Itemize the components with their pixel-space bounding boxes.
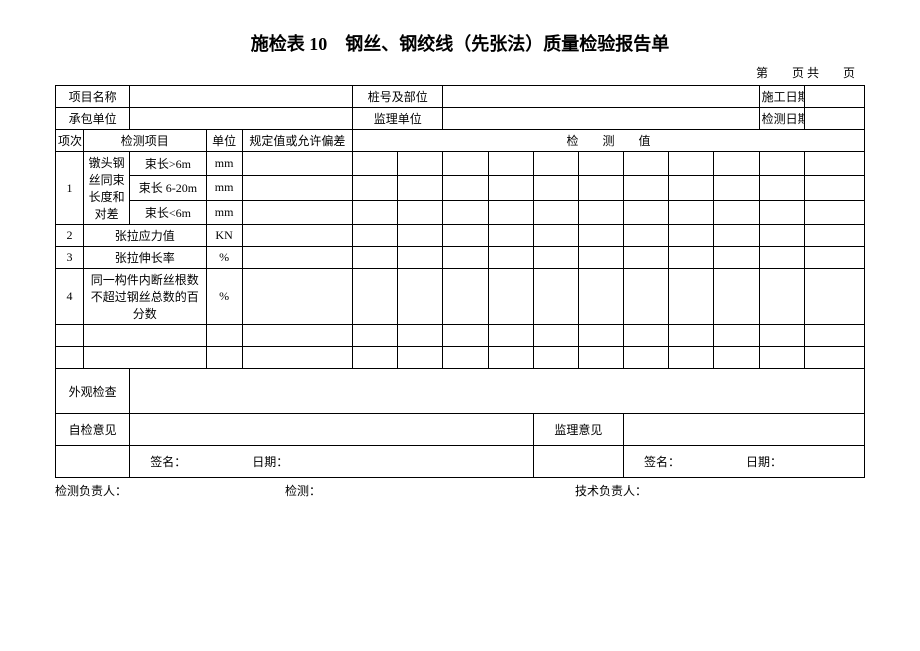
r2-seq: 2 [56, 225, 84, 247]
supervisor-value [443, 108, 759, 130]
r1-unit3: mm [206, 200, 242, 224]
sign-label-2: 签名： [644, 455, 674, 469]
r1-unit1: mm [206, 152, 242, 176]
r1-sub1: 束长>6m [130, 152, 206, 176]
r1-spec1 [242, 152, 352, 176]
r3-item: 张拉伸长率 [84, 247, 206, 269]
footer-2: 检测： [285, 482, 575, 499]
contractor-label: 承包单位 [56, 108, 130, 130]
r1-seq: 1 [56, 152, 84, 225]
r4-unit: % [206, 269, 242, 325]
pileno-value [443, 86, 759, 108]
construct-date-value [804, 86, 864, 108]
sup-opinion-label: 监理意见 [533, 414, 623, 446]
project-name-value [130, 86, 353, 108]
sign-label-1: 签名： [150, 455, 180, 469]
r2-unit: KN [206, 225, 242, 247]
supervisor-label: 监理单位 [353, 108, 443, 130]
col-seq: 项次 [56, 130, 84, 152]
contractor-value [130, 108, 353, 130]
construct-date-label: 施工日期 [759, 86, 804, 108]
footer: 检测负责人： 检测： 技术负责人： [55, 482, 865, 499]
visual-label: 外观检查 [56, 369, 130, 414]
inspect-date-label: 检测日期 [759, 108, 804, 130]
col-item: 检测项目 [84, 130, 206, 152]
r3-unit: % [206, 247, 242, 269]
r4-item: 同一构件内断丝根数不超过钢丝总数的百分数 [84, 269, 206, 325]
date-label-2: 日期： [746, 455, 782, 469]
project-name-label: 项目名称 [56, 86, 130, 108]
inspection-table: 项目名称 桩号及部位 施工日期 承包单位 监理单位 检测日期 项次 检测项目 单… [55, 85, 865, 478]
self-sign-area: 签名： 日期： [130, 446, 533, 478]
footer-3: 技术负责人： [575, 482, 865, 499]
col-unit: 单位 [206, 130, 242, 152]
date-label-1: 日期： [252, 455, 288, 469]
r1-sub2: 束长 6-20m [130, 176, 206, 200]
r1-sub3: 束长<6m [130, 200, 206, 224]
sup-sign-area: 签名： 日期： [624, 446, 865, 478]
visual-value [130, 369, 865, 414]
self-opinion-label: 自检意见 [56, 414, 130, 446]
r3-seq: 3 [56, 247, 84, 269]
self-opinion-value [130, 414, 533, 446]
sup-opinion-value [624, 414, 865, 446]
inspect-date-value [804, 108, 864, 130]
page-info: 第 页 共 页 [55, 64, 865, 81]
r2-item: 张拉应力值 [84, 225, 206, 247]
r4-seq: 4 [56, 269, 84, 325]
r1-unit2: mm [206, 176, 242, 200]
title: 施检表 10 钢丝、钢绞线（先张法）质量检验报告单 [55, 30, 865, 56]
col-measured: 检 测 值 [353, 130, 865, 152]
pileno-label: 桩号及部位 [353, 86, 443, 108]
footer-1: 检测负责人： [55, 482, 285, 499]
col-spec: 规定值或允许偏差 [242, 130, 352, 152]
r1-group: 镦头钢丝同束长度和对差 [84, 152, 130, 225]
